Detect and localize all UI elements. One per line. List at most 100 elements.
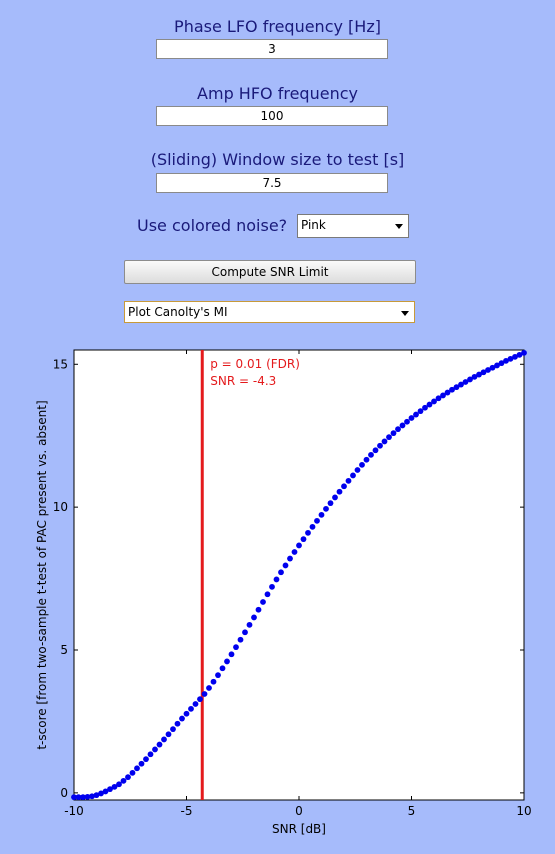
data-point	[102, 788, 109, 795]
y-axis-label: t-score [from two-sample t-test of PAC p…	[35, 400, 49, 749]
data-point	[183, 710, 190, 717]
x-tick-label: 5	[408, 804, 416, 818]
data-point	[80, 794, 86, 801]
data-point	[233, 644, 239, 651]
data-point	[219, 665, 226, 672]
plot-area	[73, 349, 525, 801]
data-point	[386, 434, 392, 441]
data-point	[300, 536, 307, 543]
data-point	[368, 451, 374, 458]
data-point	[318, 511, 325, 518]
amp-hfo-label: Amp HFO frequency	[197, 84, 358, 103]
data-point	[503, 357, 509, 364]
data-point	[260, 599, 266, 605]
data-point	[399, 422, 406, 429]
data-point	[188, 705, 194, 712]
data-point	[314, 517, 320, 524]
data-point	[125, 774, 131, 781]
data-point	[341, 483, 347, 490]
data-point	[161, 736, 167, 743]
y-tick-label: 10	[53, 500, 68, 514]
window-size-input[interactable]: 7.5	[156, 173, 388, 193]
data-point	[201, 691, 208, 697]
data-point	[435, 395, 442, 402]
data-point	[152, 746, 158, 753]
data-point	[264, 591, 271, 598]
data-point	[350, 472, 356, 479]
data-point	[498, 360, 505, 367]
data-point	[273, 576, 280, 583]
x-tick-label: 10	[516, 804, 531, 818]
data-point	[449, 386, 455, 393]
data-point	[84, 793, 91, 800]
data-point	[237, 636, 244, 643]
data-point	[426, 401, 433, 408]
data-point	[444, 389, 451, 396]
data-point	[471, 373, 478, 380]
data-point	[507, 355, 514, 362]
x-axis-label: SNR [dB]	[272, 822, 326, 836]
phase-lfo-label: Phase LFO frequency [Hz]	[174, 17, 381, 36]
data-point	[192, 701, 199, 707]
data-point	[390, 430, 397, 437]
phase-lfo-input[interactable]: 3	[156, 39, 388, 59]
noise-select[interactable]: Pink	[297, 214, 409, 238]
data-point	[242, 629, 248, 636]
data-point	[107, 786, 113, 793]
data-point	[476, 371, 482, 378]
data-point	[116, 781, 122, 788]
data-point	[246, 621, 253, 628]
data-point	[278, 569, 284, 576]
data-point	[147, 751, 154, 758]
data-point	[215, 672, 221, 679]
data-point	[489, 364, 496, 371]
amp-hfo-input[interactable]: 100	[156, 106, 388, 126]
data-point	[156, 741, 163, 748]
x-tick-label: 0	[295, 804, 303, 818]
plot-type-select[interactable]: Plot Canolty's MI	[124, 301, 415, 323]
data-point	[291, 549, 298, 555]
chevron-down-icon	[395, 224, 403, 229]
data-point	[413, 411, 419, 418]
data-point	[296, 542, 302, 549]
compute-snr-button[interactable]: Compute SNR Limit	[124, 260, 416, 284]
data-point	[228, 651, 235, 658]
data-point	[440, 392, 446, 399]
x-tick-label: -10	[64, 804, 84, 818]
data-point	[138, 760, 145, 767]
data-point	[377, 442, 383, 449]
data-point	[129, 769, 136, 776]
y-tick-label: 5	[60, 643, 68, 657]
noise-select-value: Pink	[301, 218, 326, 232]
data-point	[480, 369, 487, 376]
data-point	[224, 658, 230, 665]
window-size-label: (Sliding) Window size to test [s]	[150, 150, 405, 169]
data-point	[462, 379, 469, 385]
data-point	[75, 794, 82, 801]
data-point	[93, 792, 100, 799]
data-point	[170, 726, 176, 733]
data-point	[494, 362, 500, 369]
data-point	[516, 351, 523, 358]
data-point	[354, 467, 361, 473]
data-point	[417, 408, 424, 415]
data-point	[381, 438, 388, 445]
data-point	[210, 678, 217, 685]
data-point	[372, 447, 379, 454]
data-point	[327, 500, 334, 507]
chevron-down-icon	[401, 311, 409, 316]
data-point	[458, 381, 464, 388]
noise-row: Use colored noise? Pink	[0, 213, 555, 239]
data-point	[287, 555, 293, 562]
data-point	[512, 353, 518, 360]
data-point	[174, 720, 181, 727]
threshold-annotation-snr: SNR = -4.3	[210, 374, 276, 388]
data-point	[521, 349, 527, 356]
data-point	[309, 523, 316, 530]
data-point	[359, 461, 365, 468]
data-point	[404, 418, 410, 425]
threshold-annotation-p: p = 0.01 (FDR)	[210, 357, 300, 371]
data-point	[395, 426, 401, 433]
data-point	[120, 777, 127, 784]
data-point	[431, 398, 437, 405]
